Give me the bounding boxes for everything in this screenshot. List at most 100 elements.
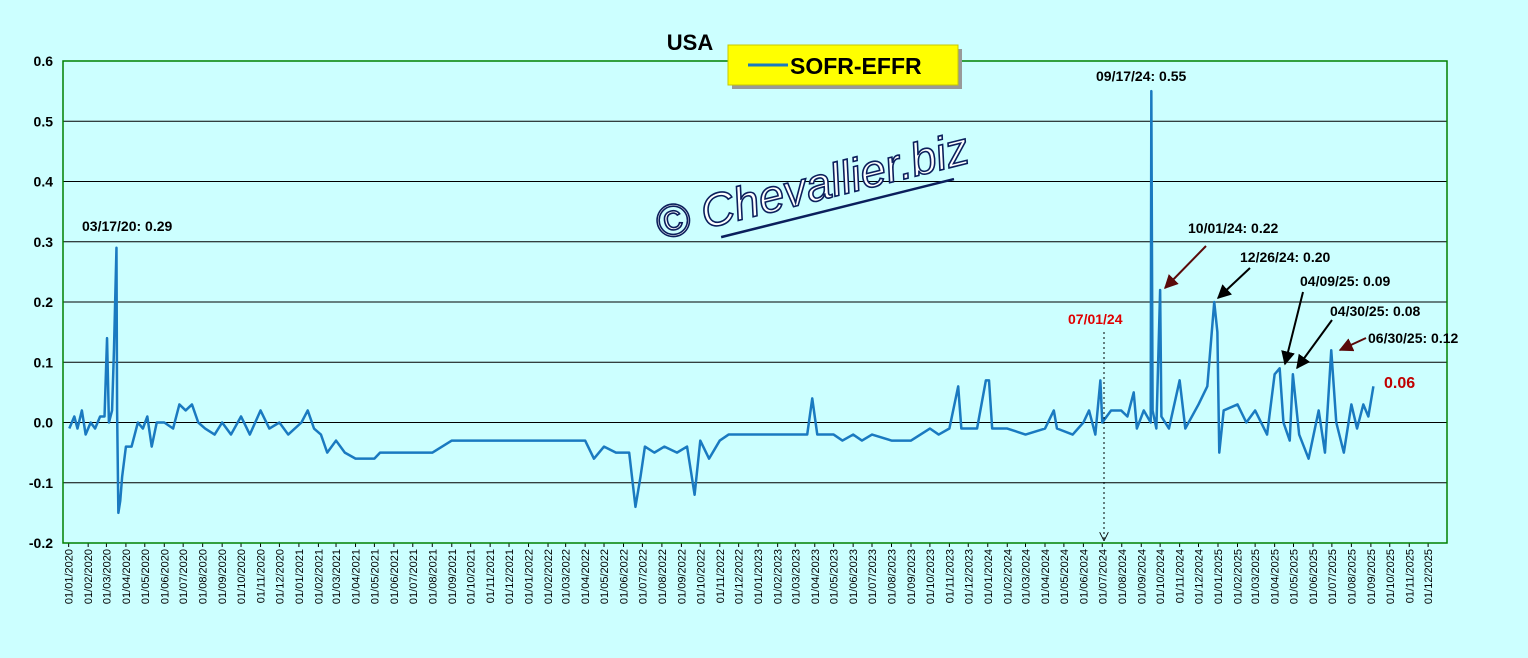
annotation-arrow <box>1338 337 1367 352</box>
x-tick-label: 01/04/2023 <box>810 549 822 604</box>
x-tick-label: 01/09/2025 <box>1366 549 1378 604</box>
x-tick-label: 01/05/2021 <box>369 549 381 604</box>
y-tick-label: 0.2 <box>34 294 54 310</box>
series-line <box>68 89 1375 515</box>
legend: SOFR-EFFR <box>727 44 962 89</box>
x-tick-label: 01/01/2024 <box>983 549 995 604</box>
annotation: 12/26/24: 0.20 <box>1240 249 1331 265</box>
x-tick-label: 01/09/2022 <box>676 549 688 604</box>
x-tick-label: 01/11/2021 <box>485 549 497 603</box>
x-tick-label: 01/10/2022 <box>695 549 707 604</box>
x-tick-label: 01/08/2025 <box>1346 549 1358 604</box>
x-tick-label: 01/08/2020 <box>198 549 210 604</box>
x-tick-label: 01/04/2024 <box>1040 549 1052 604</box>
x-tick-label: 01/01/2023 <box>753 549 765 604</box>
annotation-arrow <box>1164 245 1207 290</box>
x-tick-label: 01/10/2024 <box>1155 549 1167 604</box>
x-tick-label: 01/12/2024 <box>1194 549 1206 604</box>
x-tick-label: 01/07/2020 <box>178 549 190 604</box>
x-tick-label: 01/02/2024 <box>1002 549 1014 604</box>
x-tick-label: 01/03/2022 <box>561 549 573 604</box>
x-tick-label: 01/06/2025 <box>1308 549 1320 604</box>
x-tick-label: 01/04/2022 <box>580 549 592 604</box>
x-tick-label: 01/03/2020 <box>101 549 113 604</box>
x-tick-label: 01/06/2021 <box>389 549 401 604</box>
x-tick-label: 01/10/2025 <box>1385 549 1397 604</box>
x-tick-label: 01/12/2023 <box>963 549 975 604</box>
annotation-arrow <box>1216 267 1251 299</box>
legend-label: SOFR-EFFR <box>790 53 922 79</box>
x-tick-label: 01/05/2025 <box>1289 549 1301 604</box>
x-tick-label: 01/09/2020 <box>217 549 229 604</box>
watermark-underline <box>720 177 955 239</box>
y-tick-label: 0.4 <box>34 174 54 190</box>
x-tick-label: 01/06/2020 <box>159 549 171 604</box>
annotation: 03/17/20: 0.29 <box>82 218 173 234</box>
x-tick-label: 01/05/2022 <box>599 549 611 604</box>
x-tick-label: 01/03/2025 <box>1250 549 1262 604</box>
x-tick-label: 01/12/2025 <box>1423 549 1435 604</box>
annotation: 0.06 <box>1384 375 1415 392</box>
y-tick-label: -0.1 <box>29 475 53 491</box>
x-tick-label: 01/01/2021 <box>294 549 306 604</box>
annotation: 09/17/24: 0.55 <box>1096 68 1187 84</box>
x-tick-label: 01/10/2023 <box>925 549 937 604</box>
x-tick-label: 01/02/2023 <box>773 549 785 604</box>
x-tick-label: 01/10/2020 <box>236 549 248 604</box>
x-tick-label: 01/12/2020 <box>274 549 286 604</box>
x-tick-label: 01/07/2025 <box>1327 549 1339 604</box>
x-tick-label: 01/07/2023 <box>867 549 879 604</box>
annotation: 07/01/24 <box>1068 311 1123 327</box>
x-tick-label: 01/12/2021 <box>504 549 516 604</box>
x-tick-label: 01/03/2023 <box>790 549 802 604</box>
y-tick-label: 0.1 <box>34 354 54 370</box>
annotation: 10/01/24: 0.22 <box>1188 220 1279 236</box>
x-tick-label: 01/07/2024 <box>1097 549 1109 604</box>
y-tick-label: 0.3 <box>34 234 54 250</box>
x-tick-label: 01/03/2021 <box>331 549 343 604</box>
annotation: 06/30/25: 0.12 <box>1368 330 1459 346</box>
x-tick-label: 01/05/2020 <box>140 549 152 604</box>
x-tick-label: 01/01/2020 <box>64 549 76 604</box>
x-tick-label: 01/06/2022 <box>619 549 631 604</box>
y-tick-label: 0.0 <box>34 415 54 431</box>
x-tick-label: 01/09/2024 <box>1136 549 1148 604</box>
x-tick-label: 01/09/2023 <box>906 549 918 604</box>
chart-title: USA <box>667 30 714 55</box>
x-tick-label: 01/11/2023 <box>944 549 956 603</box>
x-tick-label: 01/04/2025 <box>1270 549 1282 604</box>
x-tick-label: 01/11/2020 <box>256 549 268 603</box>
x-tick-label: 01/02/2025 <box>1233 549 1245 604</box>
annotation-arrow <box>1296 319 1333 370</box>
x-tick-label: 01/06/2023 <box>848 549 860 604</box>
y-tick-label: -0.2 <box>29 535 53 551</box>
x-tick-label: 01/07/2022 <box>637 549 649 604</box>
x-tick-label: 01/05/2023 <box>829 549 841 604</box>
x-tick-label: 01/11/2022 <box>715 549 727 603</box>
x-tick-label: 01/10/2021 <box>466 549 478 604</box>
x-tick-label: 01/02/2020 <box>83 549 95 604</box>
x-tick-label: 01/12/2022 <box>734 549 746 604</box>
x-tick-label: 01/08/2021 <box>427 549 439 604</box>
x-tick-label: 01/08/2024 <box>1117 549 1129 604</box>
x-tick-label: 01/08/2023 <box>887 549 899 604</box>
x-tick-label: 01/01/2022 <box>524 549 536 604</box>
x-tick-label: 01/09/2021 <box>447 549 459 604</box>
x-tick-label: 01/03/2024 <box>1021 549 1033 604</box>
annotation: 04/30/25: 0.08 <box>1330 303 1421 319</box>
x-tick-label: 01/07/2021 <box>408 549 420 604</box>
x-tick-label: 01/04/2020 <box>121 549 133 604</box>
y-tick-label: 0.6 <box>34 53 54 69</box>
x-tick-label: 01/01/2025 <box>1213 549 1225 604</box>
y-tick-label: 0.5 <box>34 113 54 129</box>
x-tick-label: 01/02/2022 <box>543 549 555 604</box>
x-tick-label: 01/02/2021 <box>313 549 325 604</box>
x-tick-label: 01/05/2024 <box>1059 549 1071 604</box>
x-tick-label: 01/08/2022 <box>657 549 669 604</box>
x-tick-label: 01/04/2021 <box>351 549 363 604</box>
x-tick-label: 01/06/2024 <box>1078 549 1090 604</box>
annotation-arrow <box>1281 291 1304 366</box>
annotation: 04/09/25: 0.09 <box>1300 273 1391 289</box>
